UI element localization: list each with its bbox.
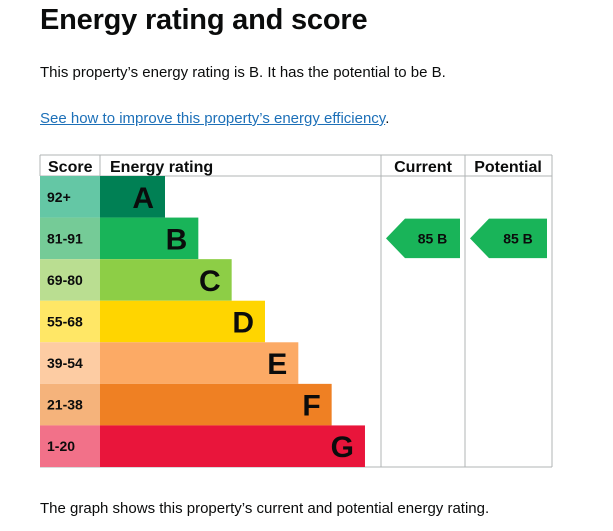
band-letter-b: B (166, 223, 188, 256)
rating-summary: This property’s energy rating is B. It h… (40, 64, 446, 81)
chart-caption: The graph shows this property’s current … (40, 500, 490, 517)
score-cell-d (40, 300, 100, 343)
score-cell-c (40, 259, 100, 301)
band-bar-g (100, 425, 365, 467)
band-bar-a (100, 176, 165, 218)
page-title: Energy rating and score (40, 4, 368, 36)
band-bar-b (100, 217, 199, 260)
band-letter-d: D (232, 307, 254, 340)
current-rating-pointer-label: 85 B (418, 230, 448, 246)
link-suffix: . (385, 110, 390, 127)
band-bar-d (100, 300, 265, 343)
score-cell-b (40, 217, 100, 260)
score-label-d: 55-68 (47, 314, 83, 330)
current-rating-pointer (386, 218, 460, 259)
score-cell-g (40, 425, 100, 467)
band-letter-c: C (199, 265, 221, 298)
score-label-a: 92+ (47, 189, 71, 205)
score-label-c: 69-80 (47, 272, 83, 288)
rating-bands: 92+ A 81-91 B 69-80 C 55-68 D 39-54 E 21-38 F 1-20 G (40, 176, 365, 467)
header-score: Score (48, 159, 93, 176)
header-energy-rating: Energy rating (110, 159, 213, 176)
potential-rating-pointer (470, 218, 547, 259)
score-label-f: 21-38 (47, 397, 83, 413)
score-cell-f (40, 383, 100, 426)
potential-rating-pointer-label: 85 B (503, 230, 533, 246)
band-letter-f: F (302, 390, 320, 423)
band-letter-a: A (132, 182, 154, 215)
band-letter-e: E (267, 348, 287, 381)
improve-efficiency-link[interactable]: See how to improve this property’s energ… (40, 110, 386, 127)
score-label-e: 39-54 (47, 355, 83, 371)
header-potential: Potential (474, 159, 542, 176)
band-bar-c (100, 259, 232, 301)
band-letter-g: G (331, 431, 354, 464)
score-label-b: 81-91 (47, 230, 83, 246)
band-bar-f (100, 383, 332, 426)
rating-pointers: 85 B 85 B (386, 218, 547, 259)
improve-link-line: See how to improve this property’s energ… (40, 110, 389, 127)
score-label-g: 1-20 (47, 438, 75, 454)
header-current: Current (394, 159, 452, 176)
score-cell-a (40, 176, 100, 218)
score-cell-e (40, 342, 100, 384)
band-bar-e (100, 342, 299, 384)
